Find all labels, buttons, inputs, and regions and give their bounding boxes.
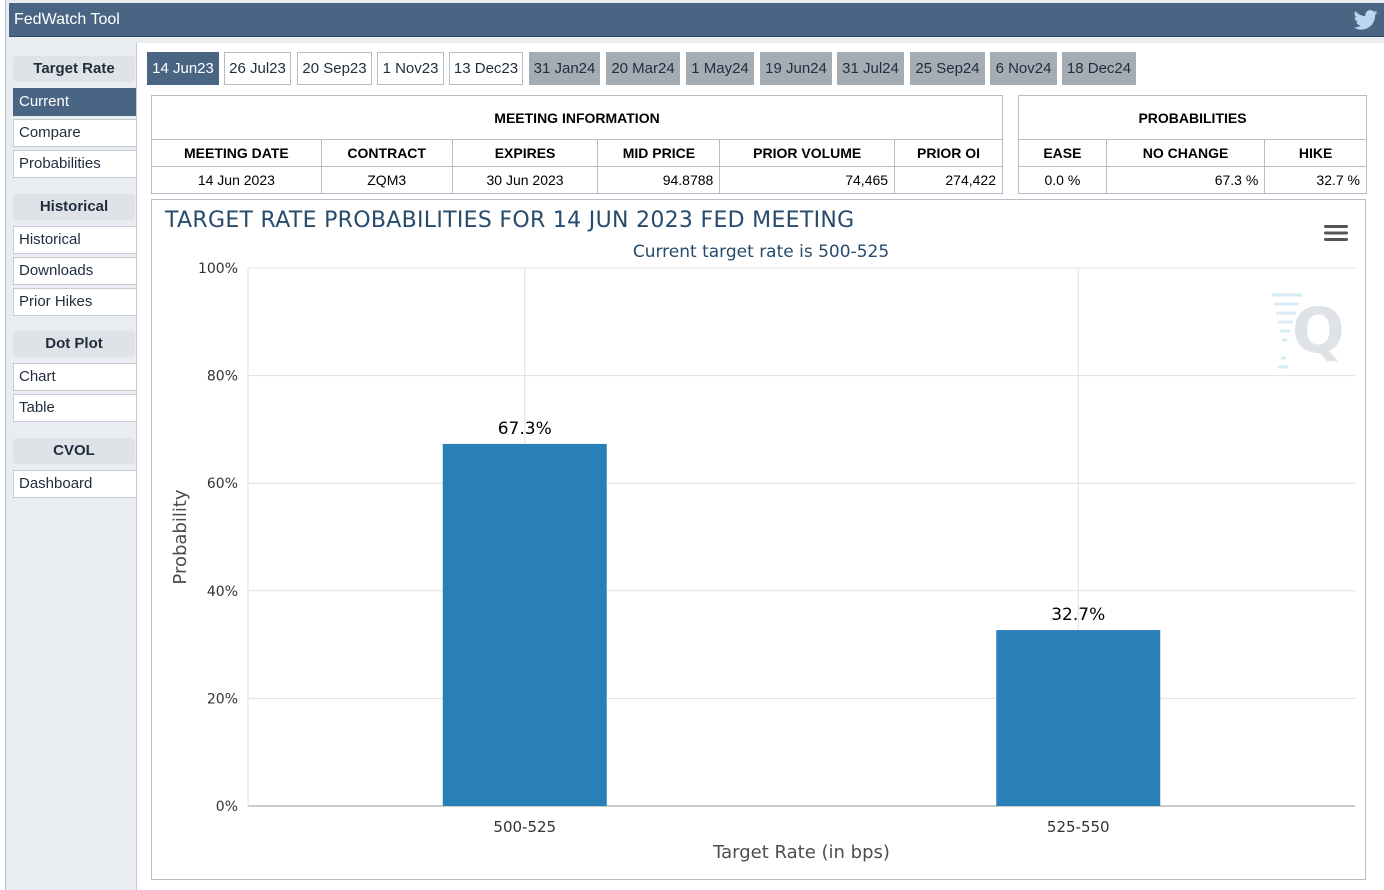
tab-meeting[interactable]: 6 Nov24: [990, 52, 1057, 85]
tab-meeting[interactable]: 14 Jun23: [147, 52, 219, 85]
chart-title: TARGET RATE PROBABILITIES FOR 14 JUN 202…: [165, 208, 855, 233]
tab-meeting[interactable]: 26 Jul23: [224, 52, 291, 85]
app-title: FedWatch Tool: [14, 11, 120, 28]
data-label: 67.3%: [498, 419, 552, 439]
meeting-info-header: MEETING INFORMATION: [151, 95, 1003, 140]
y-tick-label: 60%: [207, 476, 238, 492]
y-tick-label: 80%: [207, 369, 238, 385]
tab-meeting[interactable]: 13 Dec23: [449, 52, 523, 85]
y-tick-label: 0%: [216, 799, 238, 815]
tab-meeting[interactable]: 31 Jan24: [529, 52, 600, 85]
mid-price-cell: 94.8788: [597, 166, 721, 194]
sidebar-item-historical[interactable]: Historical: [13, 226, 137, 254]
title-bar: FedWatch Tool: [9, 3, 1384, 37]
bar-chart: Q 0% 20% 40% 60% 80% 100% 67.3% 500-525 32.7% 525-…: [170, 261, 1355, 863]
column-header: MID PRICE: [597, 139, 721, 167]
chart-container: Q 0% 20% 40% 60% 80% 100% 67.3% 500-525 32.7% 525-…: [151, 199, 1366, 880]
contract-cell: ZQM3: [320, 166, 453, 194]
column-header: CONTRACT: [320, 139, 453, 167]
watermark-logo: Q: [1272, 293, 1345, 369]
sidebar-item-compare[interactable]: Compare: [13, 119, 137, 147]
tab-meeting[interactable]: 31 Jul24: [837, 52, 904, 85]
x-tick-label: 500-525: [493, 818, 556, 836]
bar: [442, 443, 607, 806]
y-axis-title: Probability: [170, 489, 191, 584]
sidebar-item-prior-hikes[interactable]: Prior Hikes: [13, 288, 137, 316]
column-header: PRIOR OI: [894, 139, 1003, 167]
y-tick-label: 100%: [198, 261, 238, 277]
x-axis-title: Target Rate (in bps): [712, 842, 890, 863]
sidebar-item-chart[interactable]: Chart: [13, 363, 137, 391]
column-header: HIKE: [1264, 139, 1367, 167]
column-header: EXPIRES: [451, 139, 599, 167]
column-header: EASE: [1018, 139, 1107, 167]
expires-cell: 30 Jun 2023: [451, 166, 599, 194]
x-tick-label: 525-550: [1047, 818, 1110, 836]
ease-cell: 0.0 %: [1018, 166, 1107, 194]
probabilities-header: PROBABILITIES: [1018, 95, 1367, 140]
data-label: 32.7%: [1051, 605, 1105, 625]
chart-subtitle: Current target rate is 500-525: [632, 242, 890, 262]
tab-meeting[interactable]: 25 Sep24: [910, 52, 985, 85]
y-tick-label: 40%: [207, 584, 238, 600]
sidebar-header-target-rate: Target Rate: [13, 56, 135, 82]
menu-icon[interactable]: [1324, 223, 1348, 243]
tab-meeting[interactable]: 1 May24: [686, 52, 754, 85]
tab-meeting[interactable]: 18 Dec24: [1062, 52, 1136, 85]
sidebar-item-probabilities[interactable]: Probabilities: [13, 150, 137, 178]
meeting-info-table: MEETING INFORMATION MEETING DATE CONTRAC…: [151, 95, 1003, 194]
tab-meeting[interactable]: 1 Nov23: [377, 52, 444, 85]
bar: [996, 630, 1161, 806]
hike-cell: 32.7 %: [1264, 166, 1367, 194]
column-header: PRIOR VOLUME: [719, 139, 896, 167]
y-tick-label: 20%: [207, 691, 238, 707]
sidebar-header-historical: Historical: [13, 194, 135, 220]
sidebar-header-cvol: CVOL: [13, 438, 135, 464]
sidebar-item-current[interactable]: Current: [13, 88, 137, 116]
meeting-date-cell: 14 Jun 2023: [151, 166, 322, 194]
sidebar-header-dot-plot: Dot Plot: [13, 331, 135, 357]
tab-meeting[interactable]: 20 Sep23: [297, 52, 372, 85]
tab-meeting[interactable]: 20 Mar24: [606, 52, 680, 85]
sidebar-item-downloads[interactable]: Downloads: [13, 257, 137, 285]
prior-volume-cell: 74,465: [719, 166, 896, 194]
column-header: MEETING DATE: [151, 139, 322, 167]
column-header: NO CHANGE: [1105, 139, 1266, 167]
prior-oi-cell: 274,422: [894, 166, 1003, 194]
svg-text:Q: Q: [1292, 294, 1345, 367]
sidebar-item-dashboard[interactable]: Dashboard: [13, 470, 137, 498]
probabilities-table: PROBABILITIES EASE NO CHANGE HIKE 0.0 % …: [1018, 95, 1367, 194]
sidebar-item-table[interactable]: Table: [13, 394, 137, 422]
tab-meeting[interactable]: 19 Jun24: [760, 52, 832, 85]
no-change-cell: 67.3 %: [1105, 166, 1266, 194]
twitter-icon[interactable]: [1354, 10, 1378, 30]
